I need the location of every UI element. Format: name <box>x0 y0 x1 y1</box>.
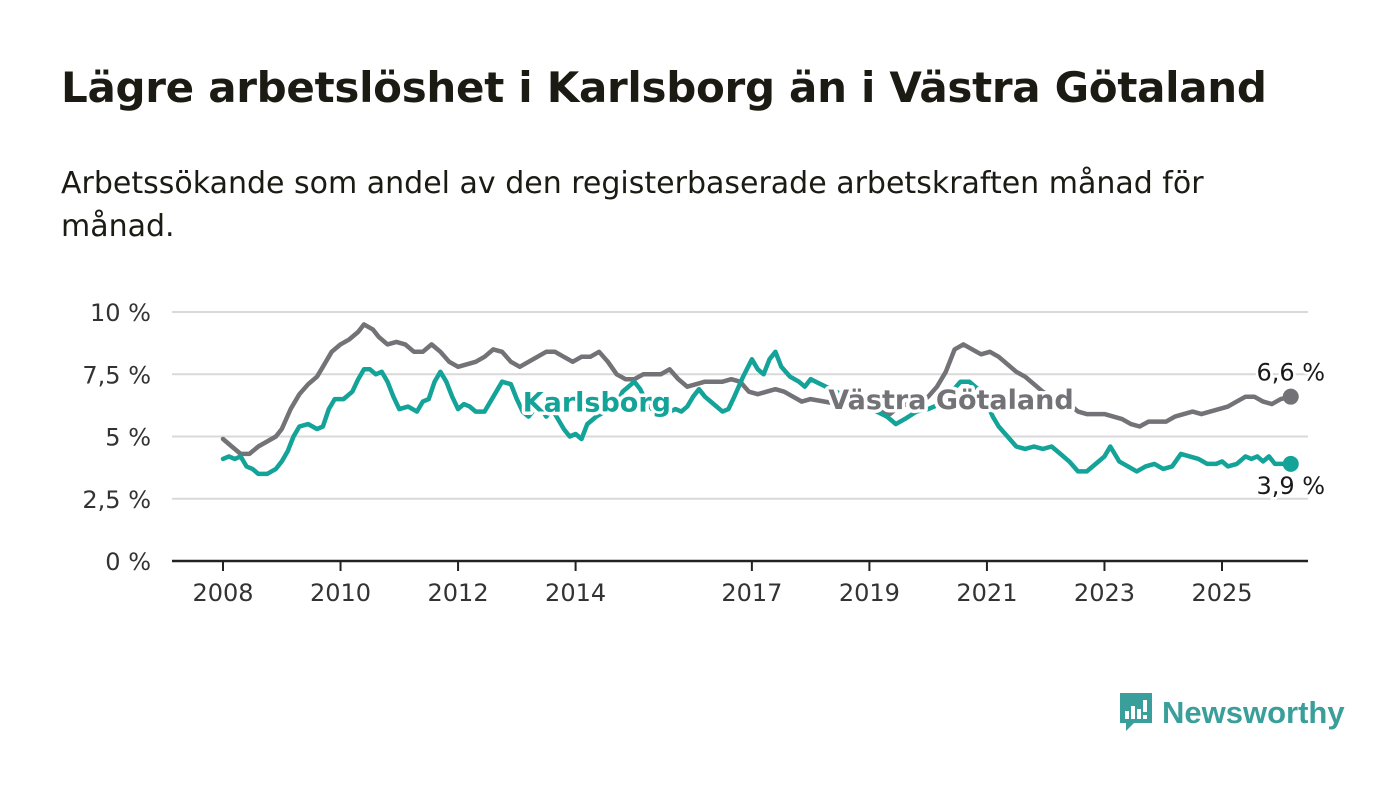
newsworthy-logo-icon <box>1120 693 1152 731</box>
x-tick-label: 2019 <box>839 579 900 607</box>
y-axis-ticks: 0 % 2,5 % 5 % 7,5 % 10 % <box>82 299 151 576</box>
x-axis-ticks: 2008 2010 2012 2014 2017 2019 2021 2023 2025 <box>192 561 1253 607</box>
end-markers: 3,9 % 6,6 % <box>1254 356 1328 502</box>
end-marker-dot <box>1282 388 1299 405</box>
x-tick-label: 2023 <box>1074 579 1135 607</box>
series-label-karlsborg: Karlsborg <box>523 388 671 419</box>
end-value-label: 6,6 % <box>1256 359 1325 387</box>
y-tick-label: 5 % <box>105 424 151 452</box>
y-tick-label: 2,5 % <box>82 486 151 514</box>
brand-logo: Newsworthy <box>1118 690 1345 736</box>
series-line-vastra-gotaland <box>220 322 1294 457</box>
x-tick-label: 2021 <box>956 579 1017 607</box>
end-value-label: 3,9 % <box>1256 472 1325 500</box>
end-marker-dot <box>1282 455 1299 472</box>
series-line-karlsborg <box>220 349 1294 477</box>
brand-name: Newsworthy <box>1162 695 1345 730</box>
chart-subtitle: Arbetssökande som andel av den registerb… <box>61 166 1204 244</box>
gridlines <box>172 311 1308 563</box>
series-label-vastra-gotaland: Västra Götaland <box>828 385 1073 416</box>
chart-title: Lägre arbetslöshet i Karlsborg än i Väst… <box>61 63 1267 112</box>
x-tick-label: 2010 <box>310 579 371 607</box>
x-tick-label: 2012 <box>428 579 489 607</box>
y-tick-label: 0 % <box>105 548 151 576</box>
x-tick-label: 2017 <box>721 579 782 607</box>
x-tick-label: 2008 <box>192 579 253 607</box>
y-tick-label: 7,5 % <box>82 361 151 389</box>
series-lines <box>220 322 1294 477</box>
series-labels: Karlsborg Västra Götaland <box>519 382 1077 422</box>
x-tick-label: 2014 <box>545 579 606 607</box>
x-tick-label: 2025 <box>1191 579 1252 607</box>
y-tick-label: 10 % <box>90 299 151 327</box>
